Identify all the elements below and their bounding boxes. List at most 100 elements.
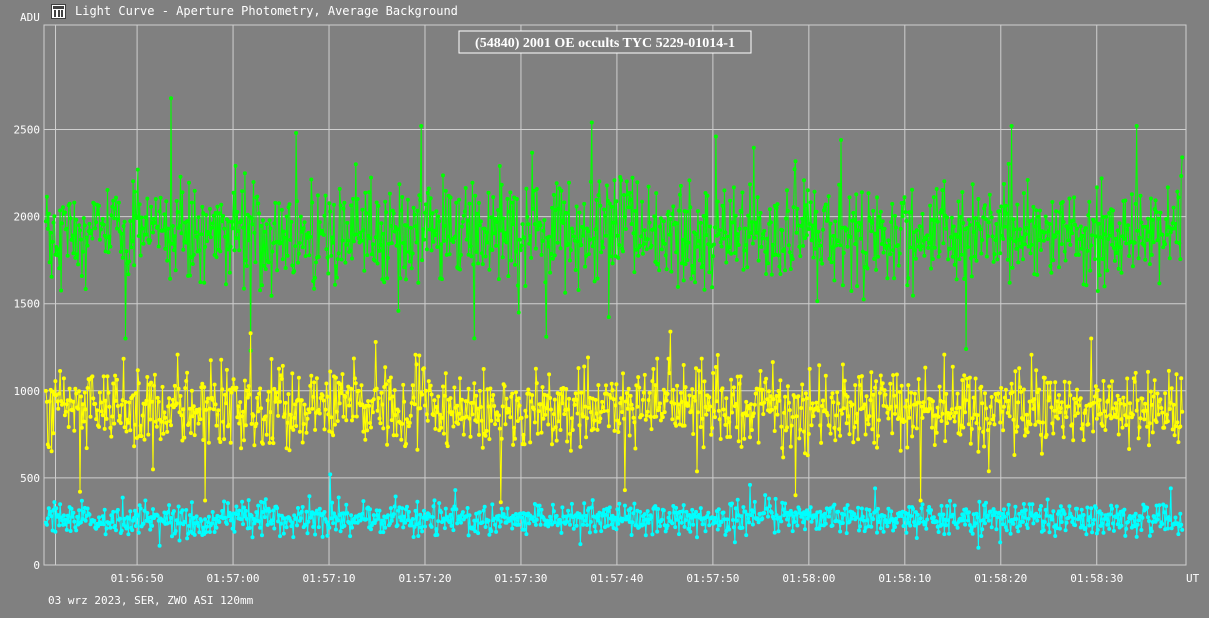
data-point [550,256,555,261]
data-point [787,250,792,255]
data-point [968,441,973,446]
data-point [1091,429,1096,434]
data-point [1000,233,1005,238]
data-point [405,223,409,228]
data-point [250,222,255,227]
data-point [548,396,553,400]
data-point [930,217,934,222]
data-point [540,385,545,390]
data-point [1128,401,1132,406]
data-point [549,251,553,256]
x-tick-label: 01:57:10 [303,572,356,585]
data-point [313,427,318,432]
data-point [987,192,992,197]
data-point [558,246,563,251]
data-point [43,388,48,393]
data-point [636,253,641,258]
data-point [478,219,483,224]
data-point [337,401,342,406]
data-point [398,276,403,281]
data-point [400,195,405,199]
data-point [249,421,254,426]
data-point [1025,178,1030,182]
data-point [235,210,240,214]
data-point [550,502,555,507]
data-point [886,416,891,421]
data-point [792,395,797,399]
data-point [785,188,789,193]
data-point [1061,220,1066,224]
data-point [991,259,996,264]
data-point [257,211,262,216]
data-point [777,398,782,403]
data-point [420,529,425,534]
data-point [997,399,1002,404]
data-point [625,406,630,411]
data-point [364,517,369,522]
data-point [504,240,509,245]
data-point [104,526,109,531]
data-point [568,522,572,527]
data-point [864,394,869,399]
data-point [994,527,999,532]
data-point [947,531,951,536]
data-point [1152,378,1157,383]
data-point [236,229,241,234]
data-point [177,223,182,228]
data-point [539,430,544,435]
data-point [799,406,804,410]
data-point [1093,505,1098,510]
data-point [502,515,507,520]
data-point [310,200,315,205]
data-point [779,424,784,429]
data-point [264,432,269,437]
data-point [1033,224,1038,229]
data-point [511,442,516,447]
data-point [291,427,296,432]
data-point [147,519,152,524]
data-point [275,506,280,511]
data-point [396,409,401,414]
data-point [114,398,118,403]
data-point [688,529,693,534]
data-point [1030,502,1035,507]
data-point [120,495,125,500]
data-point [634,247,639,252]
data-point [743,226,748,231]
data-point [426,379,431,384]
light-curve-app-icon[interactable] [51,4,66,19]
data-point [222,226,227,231]
data-point [739,514,744,519]
data-point [120,255,125,260]
data-point [658,524,662,529]
data-point [969,427,974,431]
data-point [782,247,787,252]
data-point [100,413,105,418]
data-point [990,417,995,422]
data-point [659,247,664,252]
data-point [731,385,736,390]
data-point [940,411,945,416]
data-point [727,245,732,250]
data-point [425,190,430,195]
data-point [275,396,280,401]
data-point [376,516,381,521]
data-point [288,237,293,242]
data-point [639,234,643,239]
data-point [94,417,99,422]
data-point [242,286,246,291]
data-point [62,522,67,527]
data-point [873,231,878,236]
data-point [156,399,161,404]
data-point [572,402,577,407]
data-point [883,392,888,397]
data-point [50,239,55,244]
data-point [1087,523,1092,528]
data-point [641,390,646,395]
data-point [939,208,944,213]
data-point [831,400,836,405]
data-point [853,383,858,388]
data-point [909,390,914,395]
data-point [313,532,318,537]
data-point [633,209,638,213]
